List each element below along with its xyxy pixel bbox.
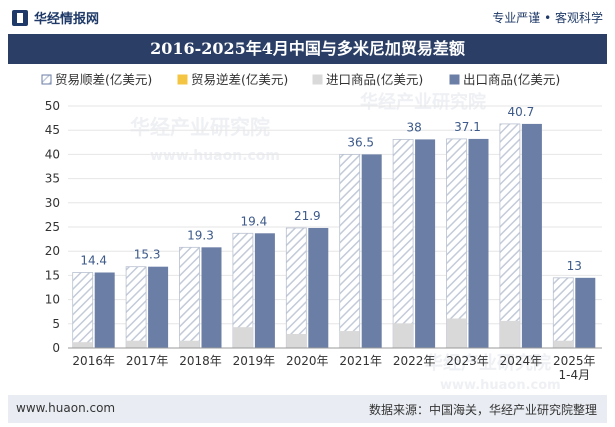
y-tick-label-3: 15 bbox=[45, 268, 60, 282]
data-label-0: 14.4 bbox=[80, 253, 107, 267]
bar-surplus-9 bbox=[552, 277, 574, 349]
bar-import-8 bbox=[499, 320, 520, 348]
legend-swatch-2 bbox=[312, 74, 323, 85]
legend-label-2: 进口商品(亿美元) bbox=[326, 72, 423, 87]
bar-import-6 bbox=[393, 323, 414, 348]
bar-import-9 bbox=[553, 340, 574, 348]
data-label-8: 40.7 bbox=[508, 105, 535, 119]
bar-export-8 bbox=[521, 123, 542, 348]
bar-import-3 bbox=[232, 327, 253, 348]
x-tick-label-9: 2025年 bbox=[553, 354, 596, 368]
chart-area: 贸易顺差(亿美元) 贸易逆差(亿美元) 进口商品(亿美元) 出口商品(亿美元) 华经产… bbox=[41, 72, 602, 393]
data-label-1: 15.3 bbox=[134, 248, 161, 262]
data-label-4: 21.9 bbox=[294, 209, 321, 223]
x-tick-label-0: 2016年 bbox=[72, 354, 115, 368]
bar-export-5 bbox=[361, 154, 382, 348]
x-tick-label-5: 2021年 bbox=[339, 354, 382, 368]
y-tick-label-5: 25 bbox=[45, 220, 60, 234]
x-tick-label-3: 2019年 bbox=[233, 354, 276, 368]
bar-export-3 bbox=[254, 233, 275, 348]
y-tick-label-8: 40 bbox=[45, 147, 60, 161]
chart-title: 2016-2025年4月中国与多米尼加贸易差额 bbox=[8, 34, 607, 64]
brand-logo-icon bbox=[12, 9, 28, 26]
y-tick-label-4: 20 bbox=[45, 244, 60, 258]
bar-export-1 bbox=[148, 266, 169, 348]
bar-import-5 bbox=[339, 331, 360, 348]
bar-surplus-6 bbox=[392, 138, 414, 349]
bar-surplus-5 bbox=[339, 154, 361, 349]
data-label-3: 19.4 bbox=[241, 214, 268, 228]
watermark-text-2: 华经产业研究院 bbox=[360, 91, 486, 113]
bar-export-2 bbox=[201, 247, 222, 348]
data-label-5: 36.5 bbox=[347, 135, 374, 149]
data-label-6: 38 bbox=[406, 120, 421, 134]
y-tick-label-6: 30 bbox=[45, 196, 60, 210]
data-source: 数据来源：中国海关，华经产业研究院整理 bbox=[368, 403, 597, 417]
website-link[interactable]: www.huaon.com bbox=[16, 401, 116, 415]
bar-surplus-7 bbox=[446, 138, 467, 349]
legend-label-0: 贸易顺差(亿美元) bbox=[55, 72, 152, 87]
legend-label-3: 出口商品(亿美元) bbox=[463, 72, 560, 87]
legend-swatch-0 bbox=[41, 74, 52, 85]
watermark-text-0: 华经产业研究院 bbox=[130, 115, 270, 139]
bar-export-9 bbox=[575, 277, 596, 348]
axes: 0 5 10 15 20 25 30 35 40 45 50 2016年 2017年 2018年 2019年… bbox=[45, 99, 602, 382]
watermark: 华经产业研究院www.huaon.com华经产业研究院华经产业研究院www.hu… bbox=[130, 91, 561, 393]
data-label-2: 19.3 bbox=[187, 228, 214, 242]
brand-name: 华经情报网 bbox=[34, 12, 100, 27]
footer: www.huaon.com 数据来源：中国海关，华经产业研究院整理 bbox=[8, 395, 607, 423]
x-tick-label-9-line2: 1-4月 bbox=[558, 368, 590, 382]
bar-import-4 bbox=[286, 333, 307, 348]
y-tick-label-7: 35 bbox=[45, 172, 60, 186]
x-tick-label-1: 2017年 bbox=[126, 354, 169, 368]
bar-export-7 bbox=[468, 138, 489, 348]
data-label-7: 37.1 bbox=[454, 120, 481, 134]
bar-surplus-4 bbox=[285, 227, 307, 349]
y-tick-label-10: 50 bbox=[45, 99, 60, 113]
bar-import-7 bbox=[446, 318, 467, 348]
y-tick-label-0: 0 bbox=[52, 341, 60, 355]
bar-surplus-1 bbox=[125, 266, 147, 349]
legend-swatch-3 bbox=[449, 74, 460, 85]
data-label-9: 13 bbox=[567, 259, 582, 273]
watermark-text-1: www.huaon.com bbox=[150, 148, 280, 164]
bar-surplus-2 bbox=[179, 246, 200, 349]
bar-import-2 bbox=[179, 340, 200, 348]
y-tick-label-9: 45 bbox=[45, 123, 60, 137]
bar-surplus-0 bbox=[72, 272, 94, 349]
bar-surplus-8 bbox=[499, 123, 521, 349]
top-bar: 华经情报网 专业严谨 • 客观科学 bbox=[0, 0, 615, 34]
x-tick-label-2: 2018年 bbox=[179, 354, 222, 368]
bar-import-0 bbox=[72, 342, 93, 348]
bars bbox=[72, 123, 596, 349]
watermark-text-3: 华经产业研究院 bbox=[425, 352, 551, 374]
bar-export-6 bbox=[415, 139, 436, 348]
x-tick-label-8: 2024年 bbox=[500, 354, 543, 368]
bar-export-0 bbox=[94, 272, 115, 348]
tagline: 专业严谨 • 客观科学 bbox=[492, 11, 603, 25]
legend: 贸易顺差(亿美元) 贸易逆差(亿美元) 进口商品(亿美元) 出口商品(亿美元) bbox=[41, 72, 560, 87]
brand: 华经情报网 bbox=[12, 8, 99, 27]
x-tick-label-4: 2020年 bbox=[286, 354, 329, 368]
y-tick-label-1: 5 bbox=[52, 317, 60, 331]
bar-export-4 bbox=[308, 227, 329, 348]
legend-label-1: 贸易逆差(亿美元) bbox=[191, 72, 288, 87]
watermark-text-4: www.huaon.com bbox=[440, 378, 561, 393]
x-tick-label-6: 2022年 bbox=[393, 354, 436, 368]
legend-swatch-1 bbox=[177, 74, 188, 85]
bar-import-1 bbox=[126, 340, 147, 348]
x-tick-label-7: 2023年 bbox=[446, 354, 489, 368]
data-labels: 14.4 15.3 19.3 19.4 21.9 36.5 38 37.1 40.7 13 bbox=[80, 105, 582, 273]
y-tick-label-2: 10 bbox=[45, 293, 60, 307]
